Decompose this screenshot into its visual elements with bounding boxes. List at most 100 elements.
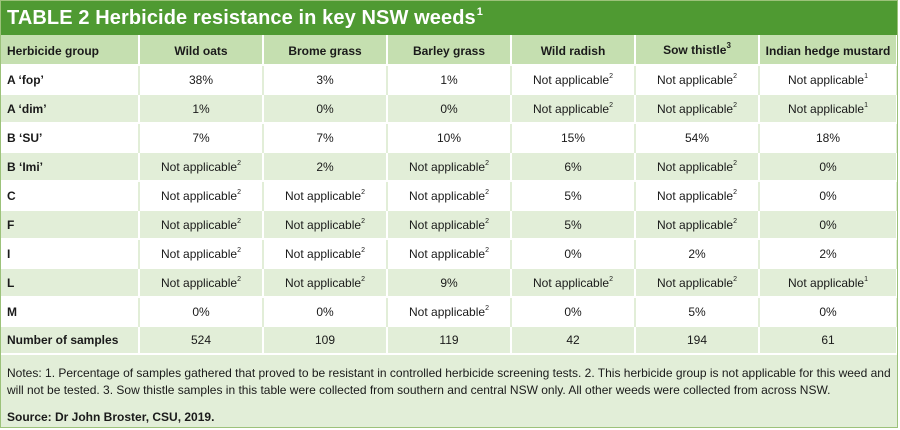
cell-footnote: 2 xyxy=(361,275,365,283)
cell-footnote: 2 xyxy=(485,246,489,254)
table-cell: 0% xyxy=(759,209,897,239)
herbicide-group-cell: B ‘Imi’ xyxy=(1,151,140,181)
cell-value: Not applicable xyxy=(409,304,486,319)
cell-footnote: 2 xyxy=(361,246,365,254)
table-cell: Not applicable2 xyxy=(139,209,264,239)
table-cell: 1% xyxy=(139,93,264,123)
cell-value: Not applicable xyxy=(788,72,865,87)
table-cell: Not applicable2 xyxy=(635,180,760,210)
cell-value: Not applicable xyxy=(657,188,734,203)
table-row: F Not applicable2 Not applicable2 Not appli… xyxy=(1,209,897,239)
table-cell: Not applicable2 xyxy=(263,180,388,210)
cell-value: 5% xyxy=(564,217,582,232)
cell-footnote: 2 xyxy=(237,275,241,283)
cell-value: Not applicable xyxy=(285,275,362,290)
table-title: TABLE 2 Herbicide resistance in key NSW … xyxy=(1,1,897,35)
herbicide-resistance-table: Herbicide group Wild oats Brome grass Ba… xyxy=(1,35,897,353)
column-header: Indian hedge mustard xyxy=(759,35,897,65)
cell-value: 7% xyxy=(192,130,210,145)
table-cell: 3% xyxy=(263,64,388,94)
table-cell: Not applicable2 xyxy=(635,93,760,123)
cell-footnote: 2 xyxy=(485,304,489,312)
cell-footnote: 2 xyxy=(237,217,241,225)
table-cell: 5% xyxy=(511,180,636,210)
table-cell: 0% xyxy=(759,180,897,210)
cell-value: 10% xyxy=(436,130,462,145)
table-row: A ‘fop’ 38% 3% 1% Not applicable2 Not applica… xyxy=(1,64,897,94)
sample-count-cell: 109 xyxy=(263,325,388,353)
table-cell: 1% xyxy=(387,64,512,94)
column-header: Brome grass xyxy=(263,35,388,65)
cell-value: 2% xyxy=(819,246,837,261)
table-cell: 10% xyxy=(387,122,512,152)
cell-footnote: 2 xyxy=(733,217,737,225)
table-cell: Not applicable2 xyxy=(263,267,388,297)
table-cell: Not applicable2 xyxy=(635,64,760,94)
column-header: Barley grass xyxy=(387,35,512,65)
cell-footnote: 2 xyxy=(609,275,613,283)
herbicide-group-cell: M xyxy=(1,296,140,326)
column-header: Herbicide group xyxy=(1,35,140,65)
cell-footnote: 2 xyxy=(733,101,737,109)
sample-count-cell: 61 xyxy=(759,325,897,353)
cell-value: 6% xyxy=(564,159,582,174)
cell-value: Not applicable xyxy=(788,275,865,290)
column-header: Sow thistle3 xyxy=(635,35,760,65)
cell-value: Not applicable xyxy=(409,188,486,203)
cell-value: 54% xyxy=(684,130,710,145)
table-row: M 0% 0% Not applicable2 0% 5% 0% xyxy=(1,296,897,326)
cell-footnote: 2 xyxy=(485,188,489,196)
cell-value: Not applicable xyxy=(657,217,734,232)
cell-value: Not applicable xyxy=(533,72,610,87)
table-cell: Not applicable2 xyxy=(139,180,264,210)
column-header: Wild oats xyxy=(139,35,264,65)
table-cell: Not applicable2 xyxy=(387,238,512,268)
table-cell: Not applicable2 xyxy=(387,151,512,181)
table-cell: 0% xyxy=(511,296,636,326)
cell-footnote: 2 xyxy=(237,188,241,196)
cell-value: 38% xyxy=(188,72,214,87)
table-cell: 15% xyxy=(511,122,636,152)
cell-value: Not applicable xyxy=(788,101,865,116)
table-cell: Not applicable1 xyxy=(759,267,897,297)
totals-label: Number of samples xyxy=(1,325,140,353)
table-row: L Not applicable2 Not applicable2 9% Not app… xyxy=(1,267,897,297)
table-cell: Not applicable2 xyxy=(511,93,636,123)
cell-value: 2% xyxy=(688,246,706,261)
table-cell: 0% xyxy=(511,238,636,268)
table-cell: Not applicable2 xyxy=(139,238,264,268)
cell-value: Not applicable xyxy=(285,217,362,232)
table-cell: Not applicable2 xyxy=(139,267,264,297)
cell-footnote: 2 xyxy=(733,72,737,80)
table-body: A ‘fop’ 38% 3% 1% Not applicable2 Not applica… xyxy=(1,64,897,353)
cell-footnote: 2 xyxy=(361,217,365,225)
table-cell: Not applicable1 xyxy=(759,93,897,123)
cell-value: 18% xyxy=(815,130,841,145)
cell-footnote: 2 xyxy=(485,217,489,225)
cell-value: Not applicable xyxy=(657,159,734,174)
table-cell: Not applicable2 xyxy=(263,238,388,268)
cell-value: Not applicable xyxy=(657,72,734,87)
cell-value: 2% xyxy=(316,159,334,174)
table-cell: Not applicable2 xyxy=(263,209,388,239)
cell-value: 3% xyxy=(316,72,334,87)
cell-footnote: 1 xyxy=(864,72,868,80)
cell-value: Not applicable xyxy=(161,159,238,174)
cell-value: Not applicable xyxy=(409,217,486,232)
herbicide-group-cell: A ‘dim’ xyxy=(1,93,140,123)
table-cell: Not applicable2 xyxy=(511,64,636,94)
cell-footnote: 2 xyxy=(485,159,489,167)
cell-value: 0% xyxy=(819,159,837,174)
cell-value: 0% xyxy=(564,246,582,261)
cell-value: 0% xyxy=(819,188,837,203)
table-cell: 54% xyxy=(635,122,760,152)
cell-footnote: 1 xyxy=(864,101,868,109)
table-cell: 7% xyxy=(139,122,264,152)
sample-count-cell: 524 xyxy=(139,325,264,353)
herbicide-group-cell: B ‘SU’ xyxy=(1,122,140,152)
table-row: A ‘dim’ 1% 0% 0% Not applicable2 Not applicab… xyxy=(1,93,897,123)
cell-value: 0% xyxy=(316,304,334,319)
herbicide-group-cell: C xyxy=(1,180,140,210)
cell-value: Not applicable xyxy=(285,188,362,203)
cell-value: Not applicable xyxy=(161,275,238,290)
